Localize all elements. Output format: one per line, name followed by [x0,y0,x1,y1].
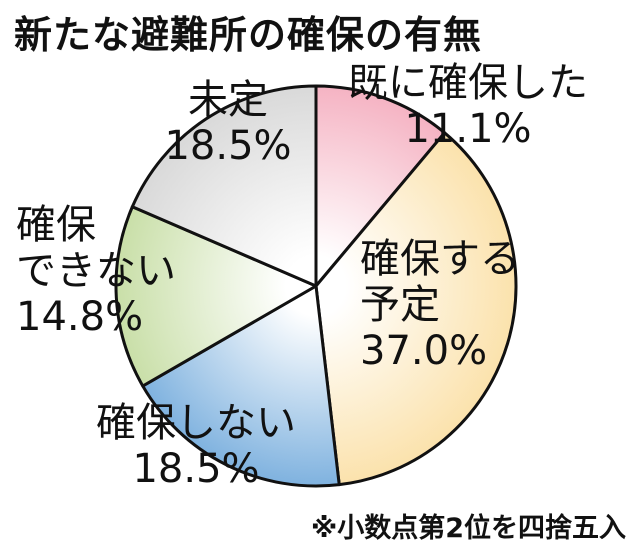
pie-slice-5 [130,84,318,288]
slice-value-label-4: 14.8% [16,294,143,340]
slice-value-label-1: 11.1% [404,106,531,152]
slice-category-label-3: 確保しない [96,400,296,446]
pie-slice-3 [141,284,341,488]
pie-slice-2 [314,131,518,487]
slice-category-label-4: 確保 [16,202,96,248]
slice-category-label-1: 既に確保した [348,60,588,106]
pie-slice-1 [314,84,447,288]
slice-value-label-2: 37.0% [360,328,487,374]
slice-value-label-5: 18.5% [164,123,291,169]
rounding-note: ※小数点第2位を四捨五入 [310,513,626,544]
slice-category-label-2: 予定 [360,282,440,328]
slice-category-label-4: できない [16,248,176,294]
slice-value-label-3: 18.5% [132,446,259,492]
slice-category-label-5: 未定 [188,77,268,123]
chart-title: 新たな避難所の確保の有無 [14,13,483,57]
slice-category-label-2: 確保する [360,236,520,282]
pie-slice-4 [114,205,318,388]
